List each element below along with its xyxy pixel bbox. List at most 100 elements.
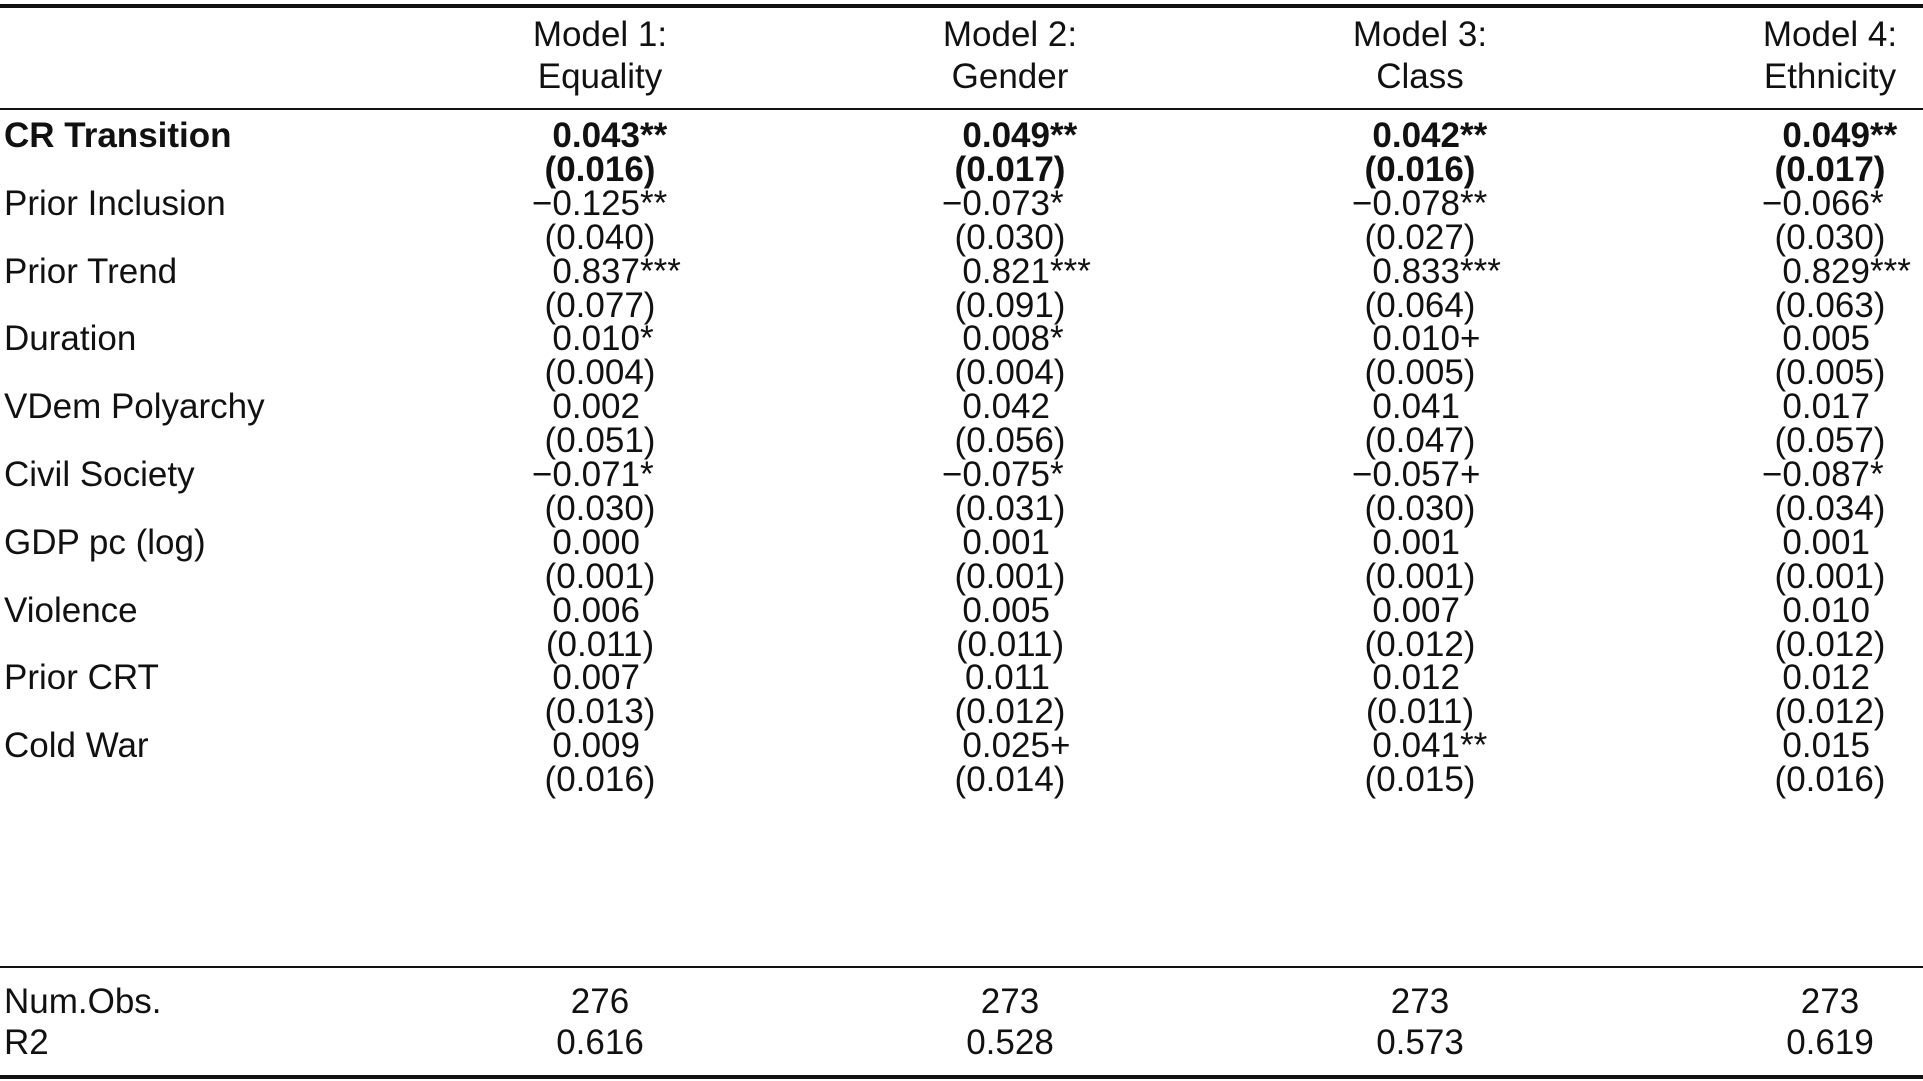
significance-marker: ** xyxy=(640,116,668,155)
coef-cell: 0.049** xyxy=(1760,115,1897,156)
summary-rule xyxy=(0,966,1923,968)
standard-error: (0.005) xyxy=(1774,353,1886,392)
coef-cell: 0.008* xyxy=(940,318,1063,359)
table-row: Civil Society −0.071* −0.075* −0.057+ −0.087… xyxy=(0,454,1923,495)
significance-marker: * xyxy=(1050,455,1064,494)
coef-value: 0.001 xyxy=(1782,523,1870,562)
coef-value: 0.042 xyxy=(1372,116,1460,155)
summary-value: 0.528 xyxy=(966,1023,1054,1062)
coef-value: −0.066 xyxy=(1761,184,1870,223)
standard-error: (0.011) xyxy=(955,625,1065,664)
coef-value: −0.125 xyxy=(531,184,640,223)
coef-cell: 0.006 xyxy=(530,590,640,631)
significance-marker: *** xyxy=(1050,252,1091,291)
top-rule xyxy=(0,4,1923,8)
standard-error: (0.027) xyxy=(1364,218,1476,257)
header-rule xyxy=(0,108,1923,110)
coef-cell: 0.010+ xyxy=(1350,318,1480,359)
coef-value: 0.833 xyxy=(1372,252,1460,291)
coef-value: 0.015 xyxy=(1782,726,1870,765)
coef-cell: 0.007 xyxy=(530,657,640,698)
coef-value: 0.001 xyxy=(1372,523,1460,562)
standard-error: (0.063) xyxy=(1774,286,1886,325)
coef-value: −0.071 xyxy=(531,455,640,494)
coef-value: −0.073 xyxy=(941,184,1050,223)
significance-marker: + xyxy=(1050,726,1071,765)
significance-marker: ** xyxy=(1460,184,1488,223)
summary-row: Num.Obs. 276 273 273 273 xyxy=(0,981,1923,1022)
coef-cell: 0.010 xyxy=(1760,590,1870,631)
coef-cell: 0.837*** xyxy=(530,251,680,292)
coef-value: 0.025 xyxy=(962,726,1050,765)
significance-marker: ** xyxy=(1460,726,1488,765)
summary-label: Num.Obs. xyxy=(4,982,162,1021)
row-label: GDP pc (log) xyxy=(4,523,206,562)
coef-value: −0.057 xyxy=(1351,455,1460,494)
table-row: (0.040) (0.030) (0.027) (0.030) xyxy=(0,217,1923,258)
coef-value: 0.017 xyxy=(1782,387,1870,426)
coef-value: 0.007 xyxy=(1372,591,1460,630)
table-row: CR Transition 0.043** 0.049** 0.042** 0.049*… xyxy=(0,115,1923,156)
standard-error: (0.030) xyxy=(954,218,1066,257)
row-label: Cold War xyxy=(4,726,149,765)
table-row: Prior Inclusion −0.125** −0.073* −0.078** −0… xyxy=(0,183,1923,224)
row-label: Prior Trend xyxy=(4,252,178,291)
coef-cell: 0.015 xyxy=(1760,725,1870,766)
coef-cell: 0.049** xyxy=(940,115,1077,156)
coef-cell: 0.001 xyxy=(1350,522,1460,563)
coef-value: 0.010 xyxy=(1782,591,1870,630)
summary-label: R2 xyxy=(4,1023,49,1062)
coef-value: −0.078 xyxy=(1351,184,1460,223)
row-label: Duration xyxy=(4,319,137,358)
table-row: (0.077) (0.091) (0.064) (0.063) xyxy=(0,285,1923,326)
coef-value: 0.049 xyxy=(962,116,1050,155)
header-model-2: Model 2: Gender xyxy=(942,15,1078,96)
table-row: (0.051) (0.056) (0.047) (0.057) xyxy=(0,420,1923,461)
coef-value: 0.000 xyxy=(552,523,640,562)
significance-marker: * xyxy=(640,455,654,494)
standard-error: (0.012) xyxy=(1774,692,1886,731)
coef-value: 0.041 xyxy=(1372,726,1460,765)
coef-value: 0.010 xyxy=(1372,319,1460,358)
table-row: GDP pc (log) 0.000 0.001 0.001 0.001 xyxy=(0,522,1923,563)
standard-error: (0.004) xyxy=(954,353,1066,392)
significance-marker: ** xyxy=(1050,116,1078,155)
standard-error: (0.047) xyxy=(1364,421,1476,460)
standard-error: (0.017) xyxy=(1774,150,1886,189)
table-row: Violence 0.006 0.005 0.007 0.010 xyxy=(0,590,1923,631)
significance-marker: ** xyxy=(640,184,668,223)
summary-value: 0.619 xyxy=(1786,1023,1874,1062)
coef-value: 0.042 xyxy=(962,387,1050,426)
table-row: Prior CRT 0.007 0.011 0.012 0.012 xyxy=(0,657,1923,698)
coef-cell: 0.042** xyxy=(1350,115,1487,156)
standard-error: (0.091) xyxy=(954,286,1066,325)
coef-value: 0.049 xyxy=(1782,116,1870,155)
coef-value: 0.012 xyxy=(1782,658,1870,697)
coef-cell: 0.012 xyxy=(1350,657,1460,698)
table-row: (0.030) (0.031) (0.030) (0.034) xyxy=(0,488,1923,529)
coef-cell: −0.078** xyxy=(1350,183,1487,224)
row-label: Prior Inclusion xyxy=(4,184,226,223)
coef-value: 0.041 xyxy=(1372,387,1460,426)
standard-error: (0.013) xyxy=(544,692,656,731)
coef-value: −0.075 xyxy=(941,455,1050,494)
coef-cell: 0.017 xyxy=(1760,386,1870,427)
bottom-rule xyxy=(0,1075,1923,1079)
coef-cell: 0.010* xyxy=(530,318,654,359)
standard-error: (0.016) xyxy=(1774,760,1886,799)
row-label: Civil Society xyxy=(4,455,195,494)
table-row: (0.013) (0.012) (0.011) (0.012) xyxy=(0,691,1923,732)
standard-error: (0.057) xyxy=(1774,421,1886,460)
standard-error: (0.011) xyxy=(545,625,655,664)
coef-value: 0.009 xyxy=(552,726,640,765)
coef-cell: 0.833*** xyxy=(1350,251,1500,292)
coef-cell: 0.025+ xyxy=(940,725,1070,766)
standard-error: (0.064) xyxy=(1364,286,1476,325)
significance-marker: ** xyxy=(1870,116,1898,155)
standard-error: (0.017) xyxy=(954,150,1066,189)
coef-cell: 0.042 xyxy=(940,386,1050,427)
significance-marker: * xyxy=(640,319,654,358)
standard-error: (0.016) xyxy=(1364,150,1476,189)
coef-value: 0.837 xyxy=(552,252,640,291)
standard-error: (0.001) xyxy=(954,557,1066,596)
